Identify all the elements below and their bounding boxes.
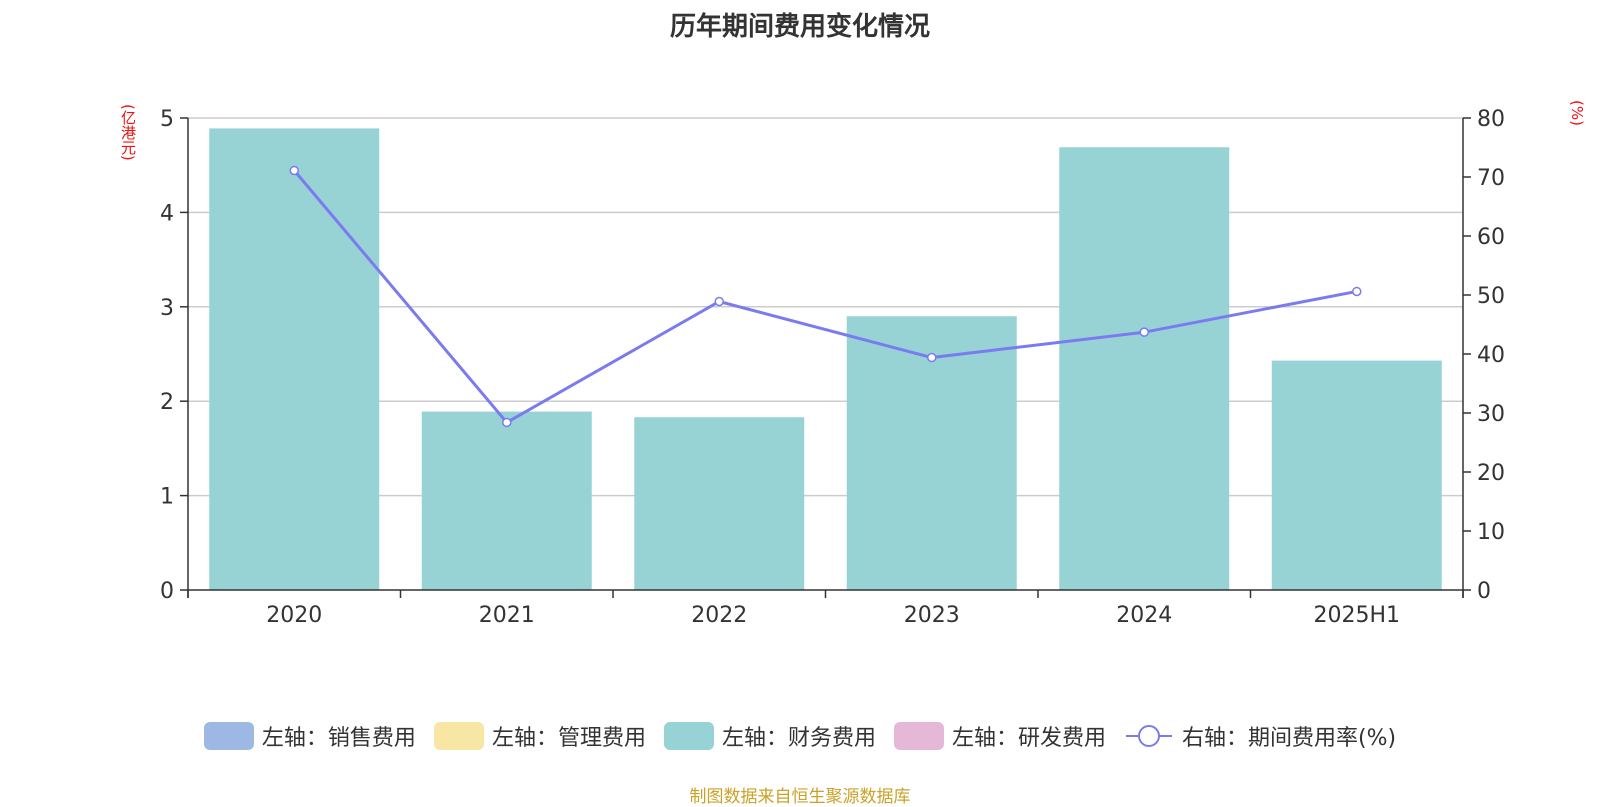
chart-title: 历年期间费用变化情况 <box>669 12 930 42</box>
bar-finance-2024 <box>1059 147 1230 591</box>
legend-item-rnd[interactable]: 左轴：研发费用 <box>893 720 1106 752</box>
expense-ratio-point-2022 <box>714 296 724 307</box>
x-axis-tick-label: 2024 <box>1116 603 1172 628</box>
legend-item-expense-ratio[interactable]: 右轴：期间费用率(%) <box>1124 720 1396 752</box>
legend-label-sales: 左轴：销售费用 <box>261 726 416 751</box>
right-axis-tick-label: 40 <box>1477 343 1505 368</box>
legend-item-sales[interactable]: 左轴：销售费用 <box>203 720 416 752</box>
right-axis-tick-label: 20 <box>1477 461 1505 486</box>
right-axis-tick-label: 60 <box>1477 225 1505 250</box>
left-axis-tick-label: 4 <box>160 201 174 226</box>
legend-item-admin[interactable]: 左轴：管理费用 <box>433 720 646 752</box>
x-axis-tick-label: 2021 <box>479 603 535 628</box>
left-axis-unit: (亿港元) <box>119 104 137 161</box>
expense-ratio-point-2025H1 <box>1352 286 1362 297</box>
expense-ratio-line <box>293 169 1358 425</box>
legend-swatch-sales <box>203 722 254 750</box>
x-axis-tick-label: 2020 <box>266 603 322 628</box>
x-axis-tick-label: 2022 <box>691 603 747 628</box>
expense-ratio-point-2020 <box>289 165 299 176</box>
right-axis-tick-label: 70 <box>1477 166 1505 191</box>
legend-line-marker-icon <box>1125 725 1172 747</box>
legend-label-admin: 左轴：管理费用 <box>491 726 646 751</box>
bar-finance-2025H1 <box>1271 360 1442 590</box>
left-axis-tick-label: 0 <box>160 579 174 604</box>
legend-item-finance[interactable]: 左轴：财务费用 <box>663 720 876 752</box>
right-axis-tick-label: 10 <box>1477 520 1505 545</box>
bar-finance-2020 <box>209 128 380 590</box>
expense-ratio-point-2024 <box>1139 327 1149 337</box>
left-axis-tick-label: 2 <box>160 390 174 415</box>
bar-finance-2021 <box>421 411 592 590</box>
right-axis-tick-label: 50 <box>1477 284 1505 309</box>
left-axis-tick-label: 1 <box>160 485 174 510</box>
legend-swatch-admin <box>433 722 484 750</box>
right-axis-tick-label: 30 <box>1477 402 1505 427</box>
x-axis-tick-label: 2023 <box>904 603 960 628</box>
legend-swatch-finance <box>663 722 714 750</box>
legend-label-rnd: 左轴：研发费用 <box>951 726 1106 751</box>
right-axis-tick-label: 0 <box>1477 579 1491 604</box>
expense-ratio-point-2021 <box>502 417 512 428</box>
x-axis-tick-label: 2025H1 <box>1313 603 1400 628</box>
bar-finance-2022 <box>634 417 805 590</box>
right-axis-unit: (%) <box>1568 100 1586 126</box>
data-source-note: 制图数据来自恒生聚源数据库 <box>689 787 911 807</box>
legend-label-finance: 左轴：财务费用 <box>721 726 876 751</box>
legend-swatch-rnd <box>893 722 944 750</box>
legend-label-expense-ratio: 右轴：期间费用率(%) <box>1181 726 1397 751</box>
right-axis-tick-label: 80 <box>1477 107 1505 132</box>
legend: 左轴：销售费用 左轴：管理费用 左轴：财务费用 左轴：研发费用 右轴：期间费用率… <box>0 720 1600 752</box>
left-axis-tick-label: 3 <box>160 296 174 321</box>
expense-ratio-point-2023 <box>927 352 937 363</box>
left-axis-tick-label: 5 <box>160 107 174 132</box>
